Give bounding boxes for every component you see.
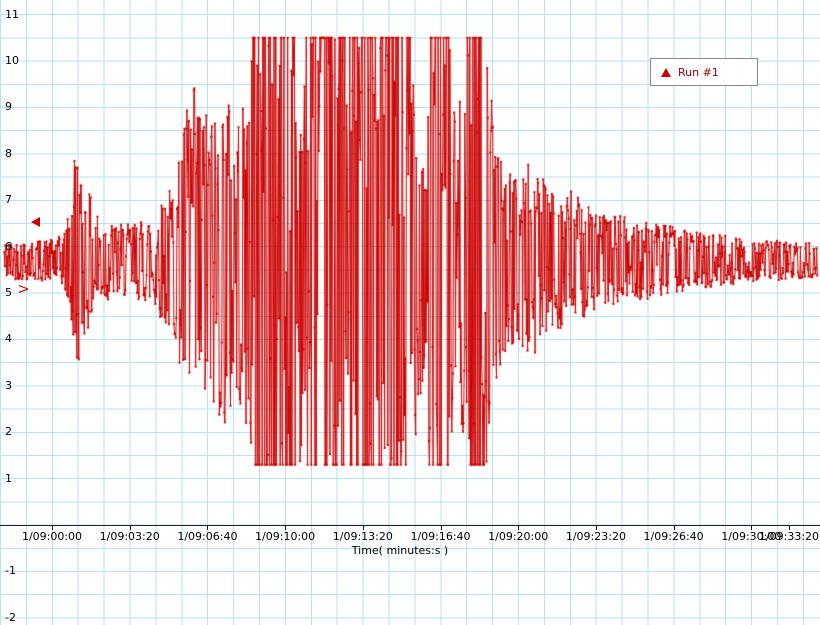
run-triangle-icon	[661, 67, 671, 77]
x-tick-mark	[518, 526, 520, 530]
x-tick-mark	[362, 526, 364, 530]
channel-cursor-marker[interactable]	[31, 217, 40, 227]
x-tick-mark	[595, 526, 597, 530]
x-tick-mark	[440, 526, 442, 530]
x-tick-mark	[789, 526, 790, 530]
y-tick-label: 1	[5, 471, 12, 485]
x-tick-mark	[52, 526, 53, 530]
x-tick-label: 1/09:30:00	[721, 530, 782, 543]
y-tick-label: -2	[5, 610, 16, 624]
y-axis-unit-label: V	[17, 284, 32, 294]
legend-label: Run #1	[678, 65, 719, 79]
y-tick-label: 10	[5, 54, 19, 67]
x-tick-mark	[129, 526, 131, 530]
y-tick-label: 9	[5, 100, 12, 114]
y-tick-label: 6	[5, 239, 12, 253]
x-tick-label: 1/09:00:00	[21, 530, 83, 543]
x-tick-label: 1/09:33:20	[758, 530, 820, 543]
x-tick-label: 1/09:03:20	[99, 530, 160, 543]
x-tick-label: 1/09:26:40	[643, 530, 704, 543]
x-tick-label: 1/09:20:00	[488, 530, 549, 543]
x-tick-label: 1/09:13:20	[332, 530, 393, 543]
y-tick-label: 2	[5, 425, 12, 439]
x-tick-mark	[207, 526, 209, 530]
y-tick-label: 7	[5, 193, 12, 207]
x-tick-label: 1/09:06:40	[177, 530, 238, 543]
x-axis-title: Time( minutes:s )	[351, 544, 449, 557]
x-tick-label: 1/09:16:40	[410, 530, 471, 543]
y-tick-label: 11	[5, 7, 19, 21]
y-tick-label: 4	[5, 332, 12, 346]
legend-box[interactable]: Run #1	[650, 58, 758, 86]
y-tick-label: 3	[5, 378, 12, 392]
x-tick-label: 1/09:10:00	[255, 530, 316, 543]
x-tick-mark	[285, 526, 287, 530]
x-axis-line	[0, 525, 820, 526]
x-tick-label: 1/09:23:20	[565, 530, 626, 543]
y-tick-label: -1	[5, 564, 16, 578]
y-tick-label: 8	[5, 146, 12, 160]
x-tick-mark	[751, 526, 753, 530]
x-tick-mark	[673, 526, 675, 530]
y-tick-label: 5	[5, 286, 12, 299]
